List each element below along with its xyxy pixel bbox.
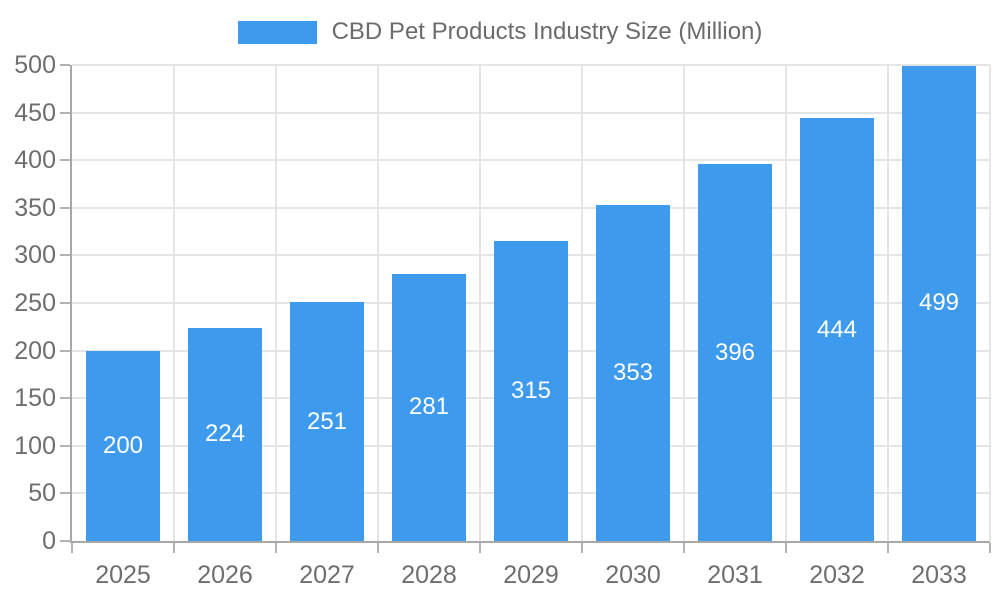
y-axis-tick-label: 350 [14,193,56,222]
y-axis-tick-label: 0 [42,527,56,555]
x-gridline [683,65,685,541]
x-axis-tick-label: 2031 [707,561,763,589]
x-axis-tick-label: 2030 [605,561,661,589]
x-gridline [887,65,889,541]
x-gridline [989,65,991,541]
bar: 353 [596,204,670,541]
y-tick-mark [60,540,70,542]
bar-value-label: 281 [408,393,450,421]
y-gridline [72,206,990,209]
y-tick-mark [60,397,70,400]
y-axis-tick-label: 50 [28,479,56,508]
x-axis-tick-label: 2025 [95,561,151,589]
plot-area: 200 224 251 281 315 353 396 444 499 [70,64,991,543]
bar-value-label: 251 [306,407,348,435]
x-tick-mark [173,543,175,553]
legend-label: CBD Pet Products Industry Size (Million) [331,18,763,45]
bar: 200 [86,350,160,541]
x-gridline [785,65,787,541]
bar: 224 [188,327,262,541]
x-tick-mark [785,543,787,553]
x-tick-mark [989,543,991,553]
x-axis-tick-label: 2029 [503,561,559,589]
legend: CBD Pet Products Industry Size (Million) [0,18,1000,46]
x-axis-tick-label: 2028 [401,561,457,589]
x-tick-mark [71,543,73,553]
bar-value-label: 224 [204,420,246,448]
y-tick-mark [60,444,70,447]
bar: 444 [800,118,874,541]
y-axis-tick-label: 300 [14,241,56,270]
x-axis-tick-label: 2026 [197,561,253,589]
legend-item[interactable]: CBD Pet Products Industry Size (Million) [237,18,763,46]
x-tick-mark [683,543,685,553]
bar: 251 [290,302,364,541]
y-tick-mark [60,64,70,66]
bar-value-label: 200 [102,431,144,459]
y-gridline [72,111,990,114]
y-axis-tick-label: 400 [14,146,56,175]
x-tick-mark [479,543,481,553]
x-tick-mark [887,543,889,553]
y-axis-tick-label: 500 [14,51,56,79]
y-axis-tick-label: 200 [14,336,56,365]
y-tick-mark [60,302,70,304]
y-tick-mark [60,492,70,495]
y-tick-mark [60,159,70,162]
bar-value-label: 499 [918,289,960,317]
x-gridline [173,65,175,541]
bar: 315 [494,241,568,541]
x-axis-tick-label: 2032 [809,561,865,589]
y-axis-tick-label: 100 [14,431,56,460]
bar: 396 [698,164,772,541]
y-axis-tick-label: 450 [14,98,56,127]
x-axis-tick-label: 2033 [911,561,967,589]
bar: 281 [392,273,466,541]
y-gridline [72,159,990,162]
bar-value-label: 315 [510,377,552,405]
y-tick-mark [60,206,70,209]
y-tick-mark [60,111,70,114]
bar: 499 [902,65,976,541]
y-tick-mark [60,349,70,352]
y-axis-tick-label: 250 [14,289,56,317]
x-tick-mark [377,543,379,553]
y-axis-tick-label: 150 [14,384,56,413]
x-gridline [377,65,379,541]
x-gridline [581,65,583,541]
legend-swatch [237,20,317,44]
x-gridline [275,65,277,541]
y-tick-mark [60,254,70,257]
x-axis-tick-label: 2027 [299,561,355,589]
bar-value-label: 353 [612,358,654,386]
x-tick-mark [275,543,277,553]
bar-value-label: 444 [816,315,858,343]
x-gridline [479,65,481,541]
bar-value-label: 396 [714,338,756,366]
y-gridline [72,64,990,66]
x-tick-mark [581,543,583,553]
